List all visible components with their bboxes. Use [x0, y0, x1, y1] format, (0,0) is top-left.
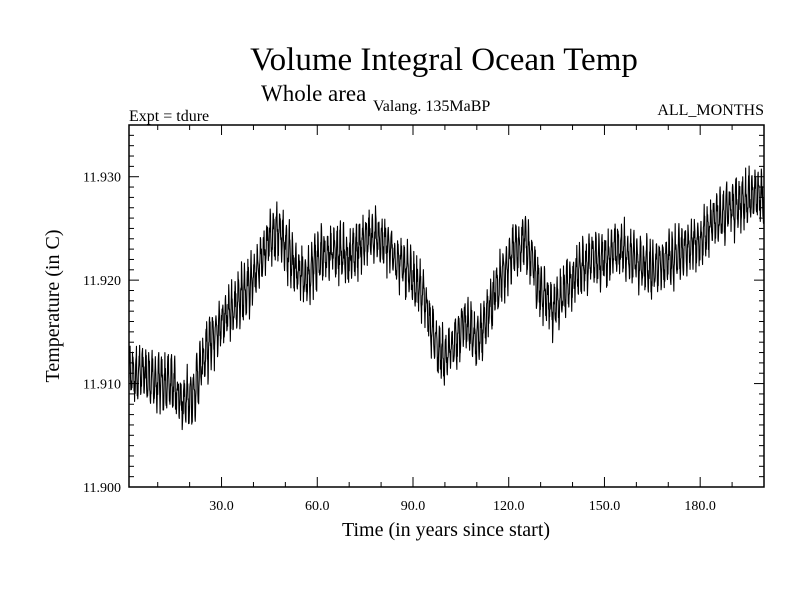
months-label: ALL_MONTHS — [657, 102, 764, 119]
x-tick-label: 150.0 — [589, 499, 621, 514]
y-axis-label: Temperature (in C) — [42, 230, 64, 383]
plot-series — [128, 165, 765, 431]
y-axis-ticks: 11.900 11.910 11.920 11.930 — [83, 124, 764, 496]
x-tick-label: 30.0 — [209, 499, 234, 514]
chart-subtitle: Whole area — [261, 81, 366, 106]
y-tick-label: 11.910 — [83, 378, 121, 393]
x-axis-label: Time (in years since start) — [342, 519, 550, 541]
experiment-label: Expt = tdure — [129, 108, 209, 125]
period-label: Valang. 135MaBP — [373, 98, 490, 115]
x-axis-ticks: 30.0 60.0 90.0 120.0 150.0 180.0 — [157, 125, 733, 514]
x-tick-label: 120.0 — [493, 499, 525, 514]
chart-title: Volume Integral Ocean Temp — [250, 42, 638, 78]
series-line — [128, 165, 765, 431]
x-tick-label: 60.0 — [305, 499, 330, 514]
plot-frame — [128, 124, 765, 488]
x-tick-label: 180.0 — [684, 499, 716, 514]
y-tick-label: 11.900 — [83, 481, 121, 496]
y-tick-label: 11.930 — [83, 171, 121, 186]
x-tick-label: 90.0 — [401, 499, 426, 514]
y-tick-label: 11.920 — [83, 274, 121, 289]
